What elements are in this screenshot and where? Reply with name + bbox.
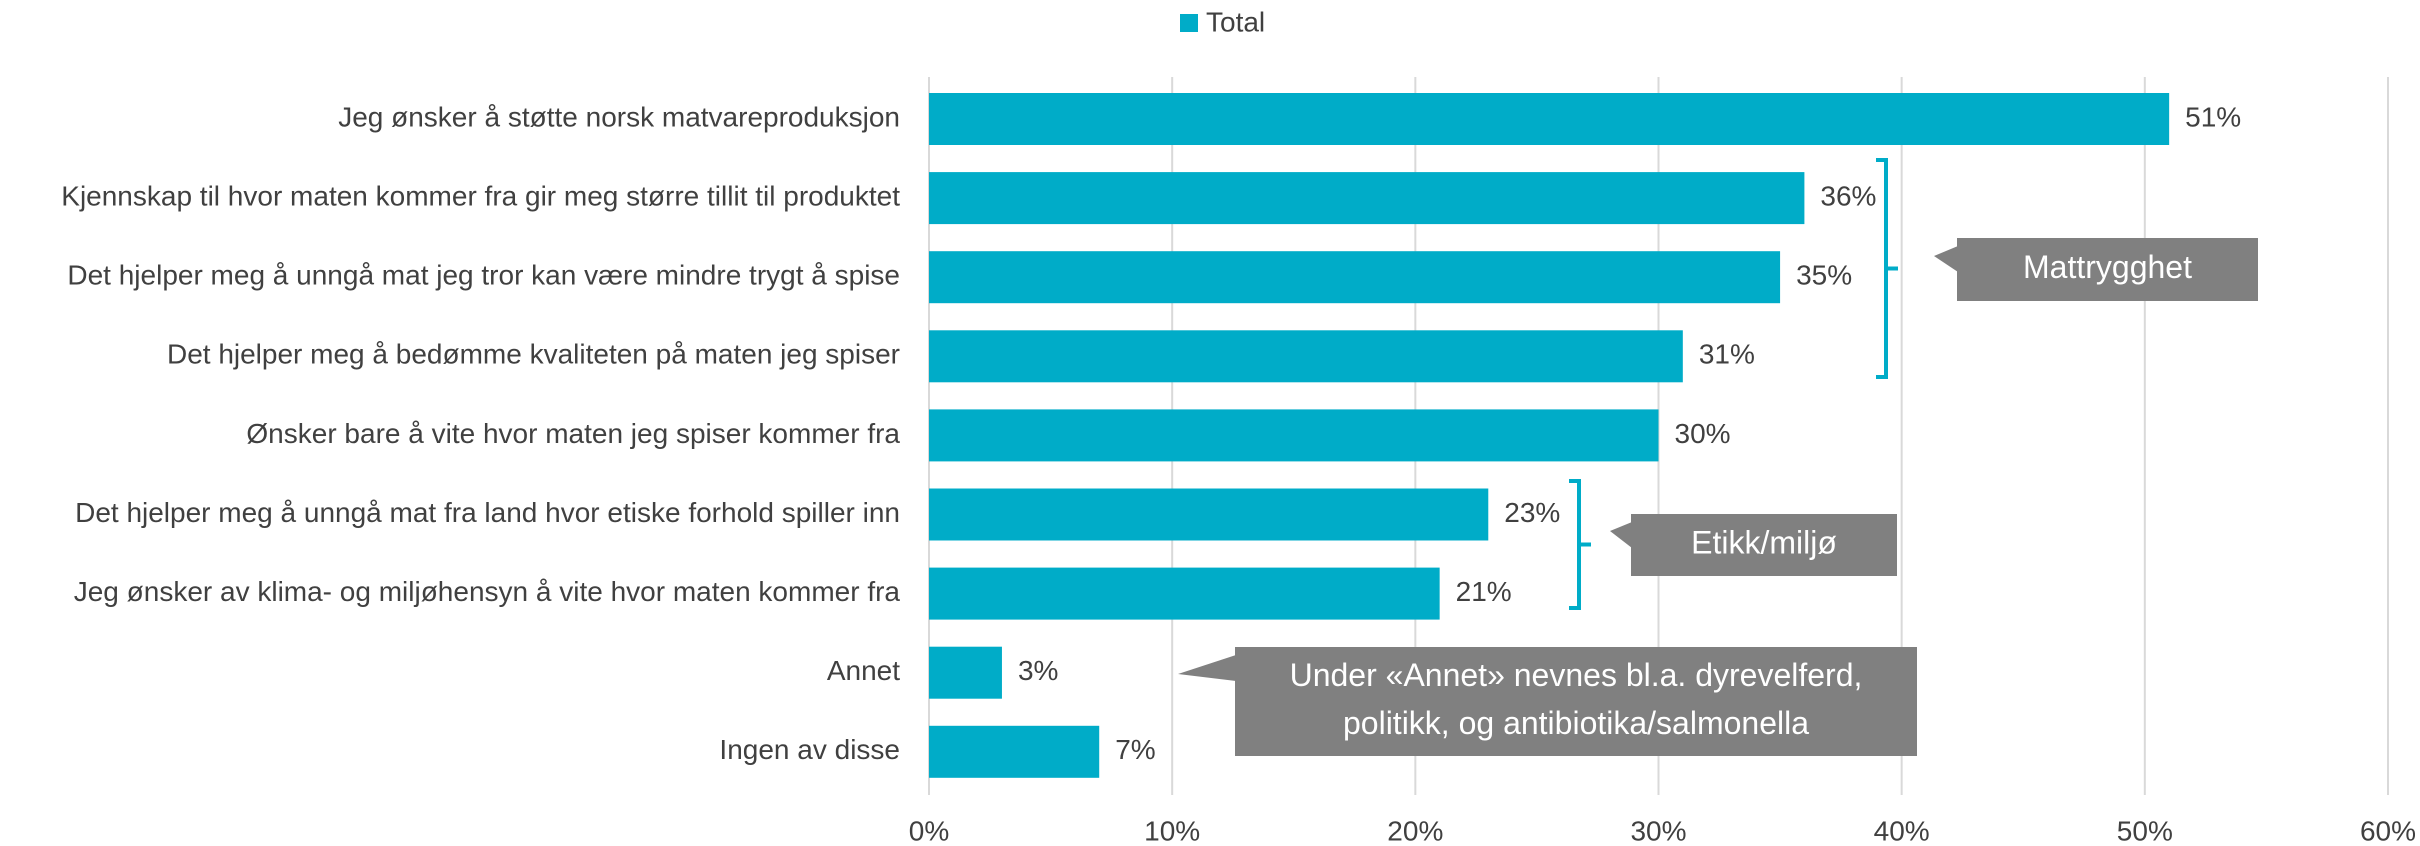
x-tick-label: 30% (1630, 815, 1686, 846)
data-label: 31% (1699, 339, 1755, 370)
annotation: Under «Annet» nevnes bl.a. dyrevelferd, (1290, 657, 1863, 693)
bar (929, 646, 1002, 699)
bracket (1876, 158, 1898, 379)
bar (929, 725, 1100, 778)
annotation: politikk, og antibiotika/salmonella (1343, 705, 1809, 741)
data-label: 7% (1115, 734, 1155, 765)
callout-box (1957, 238, 2258, 301)
bar (929, 330, 1683, 383)
bar (929, 488, 1489, 541)
bar (929, 172, 1805, 225)
y-tick-label: Jeg ønsker å støtte norsk matvareproduks… (338, 101, 900, 132)
y-tick-label: Det hjelper meg å bedømme kvaliteten på … (167, 339, 900, 370)
bracket (1569, 479, 1591, 610)
data-label: 21% (1456, 576, 1512, 607)
data-label: 36% (1820, 180, 1876, 211)
y-tick-label: Det hjelper meg å unngå mat jeg tror kan… (67, 260, 900, 291)
data-label: 35% (1796, 260, 1852, 291)
data-label: 51% (2185, 101, 2241, 132)
data-label: 23% (1504, 497, 1560, 528)
y-tick-label: Annet (827, 655, 900, 686)
data-label: 30% (1675, 418, 1731, 449)
y-tick-label: Ønsker bare å vite hvor maten jeg spiser… (246, 418, 900, 449)
callout-pointer (1610, 522, 1632, 548)
y-tick-label: Jeg ønsker av klima- og miljøhensyn å vi… (74, 576, 901, 607)
y-tick-label: Det hjelper meg å unngå mat fra land hvo… (75, 497, 900, 528)
callout-pointer (1178, 655, 1236, 681)
y-tick-label: Kjennskap til hvor maten kommer fra gir … (61, 180, 900, 211)
bar (929, 409, 1659, 462)
annotation: Mattrygghet (2023, 249, 2192, 285)
x-tick-label: 10% (1144, 815, 1200, 846)
y-tick-label: Ingen av disse (719, 734, 900, 765)
bar (929, 93, 2170, 145)
x-tick-label: 20% (1387, 815, 1443, 846)
x-tick-label: 40% (1874, 815, 1930, 846)
bar (929, 251, 1781, 304)
x-tick-label: 50% (2117, 815, 2173, 846)
x-tick-label: 0% (909, 815, 949, 846)
x-tick-label: 60% (2360, 815, 2416, 846)
legend-swatch (1180, 14, 1198, 32)
legend-label: Total (1206, 6, 1265, 37)
callout-box (1235, 647, 1917, 756)
callout-box (1631, 514, 1897, 576)
bar (929, 567, 1440, 620)
callout-pointer (1934, 246, 1958, 272)
annotation: Etikk/miljø (1691, 524, 1837, 560)
data-label: 3% (1018, 655, 1058, 686)
